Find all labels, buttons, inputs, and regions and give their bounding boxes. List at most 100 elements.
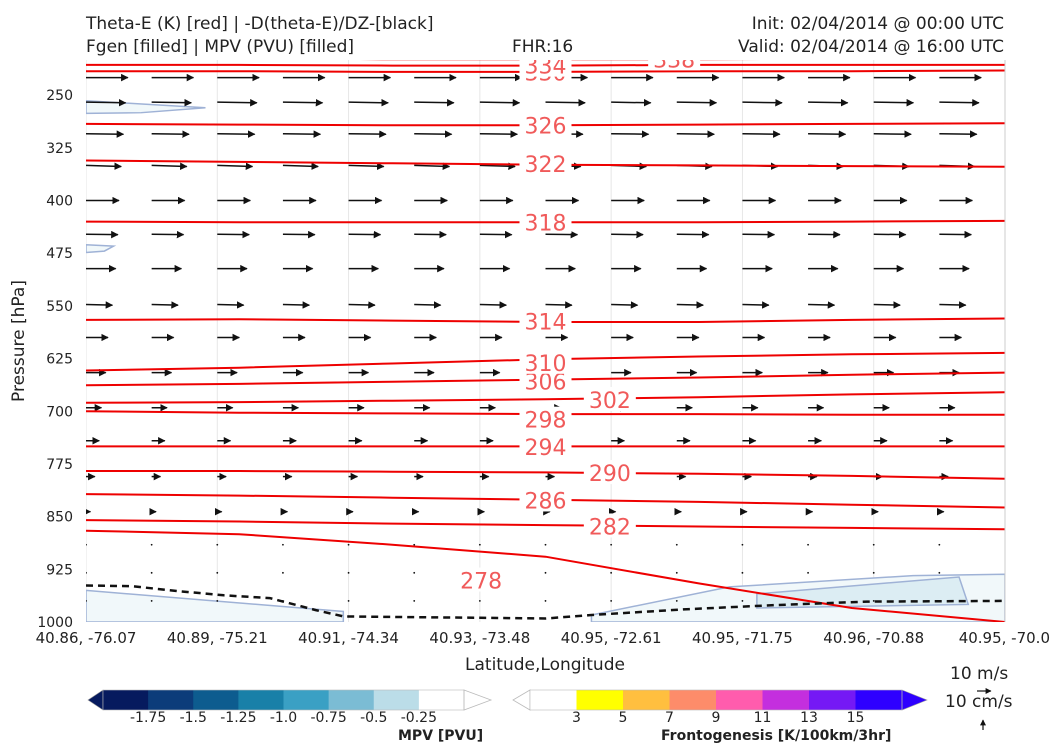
mpv-colorbar-outline — [102, 689, 465, 711]
wind-vector — [86, 571, 87, 574]
contour-label: 306 — [525, 371, 567, 396]
x-tick-label: 40.89, -75.21 — [167, 629, 268, 647]
wind-vector — [872, 571, 875, 574]
wind-vector — [742, 98, 783, 107]
contour-label-bg — [648, 60, 701, 71]
contour-label-bg — [519, 406, 572, 431]
wind-vector — [413, 571, 416, 574]
wind-vector — [872, 543, 875, 546]
contour-label: 298 — [525, 409, 567, 434]
contour-label-bg — [519, 308, 572, 333]
fgen-colorbar-tick: 3 — [572, 710, 581, 726]
contour-label: 286 — [525, 489, 567, 514]
mpv-colorbar-tick: -1.0 — [270, 710, 297, 726]
wind-vector — [86, 600, 87, 602]
mpv-colorbar-tick: -1.75 — [130, 710, 166, 726]
y-tick-label: 925 — [46, 562, 73, 578]
wind-vector — [808, 301, 836, 309]
mpv-colorbar-tick: -1.25 — [220, 710, 256, 726]
title-line-1: Theta-E (K) [red] | -D(theta-E)/DZ-[blac… — [86, 14, 434, 34]
wind-vector — [478, 543, 481, 546]
contour-label: 338 — [653, 48, 695, 73]
wind-vector — [938, 543, 941, 546]
wind-vector — [151, 162, 188, 171]
y-tick-label: 775 — [46, 457, 73, 473]
mpv-colorbar-segment — [283, 690, 330, 710]
fgen-colorbar-outline — [529, 689, 903, 711]
wind-vector — [347, 543, 350, 546]
wind-vector — [939, 301, 967, 309]
wind-vector — [675, 571, 678, 574]
contour-label: 290 — [589, 462, 631, 487]
contour-label: 326 — [525, 114, 567, 139]
wind-vector — [545, 301, 573, 309]
fgen-colorbar-segment — [855, 690, 903, 710]
wind-vector — [413, 600, 416, 602]
fgen-colorbar-extend-high — [901, 689, 928, 711]
contour-label: 302 — [589, 389, 631, 414]
wind-vector — [676, 301, 704, 309]
wind-vector — [479, 301, 508, 309]
mpv-colorbar-segment — [418, 690, 465, 710]
mpv-colorbar-tick: -1.5 — [180, 710, 207, 726]
wind-vector — [217, 98, 258, 107]
y-tick-label: 850 — [46, 510, 73, 526]
x-tick-label: 40.91, -74.34 — [298, 629, 399, 647]
mpv-colorbar-segment — [373, 690, 420, 710]
wind-vector — [938, 571, 941, 574]
y-tick-label: 625 — [46, 352, 73, 368]
contour-label: 278 — [460, 570, 502, 595]
contour-label-bg — [583, 513, 636, 538]
mpv-colorbar-segment — [328, 690, 375, 710]
y-tick-label: 475 — [46, 246, 73, 262]
wind-vector — [808, 98, 849, 107]
wind-vector — [414, 98, 455, 107]
contour-label-bg — [519, 349, 572, 374]
wind-vector — [873, 98, 915, 107]
wind-vector — [872, 600, 875, 602]
init-time: Init: 02/04/2014 @ 00:00 UTC — [751, 14, 1004, 34]
wind-vector — [611, 301, 639, 309]
mpv-colorbar-segment — [238, 690, 284, 710]
contour-label-bg — [519, 434, 572, 459]
mpv-colorbar-label: MPV [PVU] — [398, 728, 484, 744]
contour-label-bg — [583, 460, 636, 485]
fgen-colorbar-tick: 11 — [754, 710, 772, 726]
wind-vector — [150, 600, 153, 602]
fgen-colorbar-segment — [530, 690, 577, 710]
mpv-colorbar-segment — [148, 690, 194, 710]
x-tick-label: 40.86, -76.07 — [36, 629, 137, 647]
wind-vector — [544, 571, 547, 574]
wind-vector — [544, 543, 547, 546]
x-tick-label: 40.95, -71.75 — [692, 629, 793, 647]
mpv-region — [86, 99, 206, 115]
x-tick-label: 40.95, -72.61 — [561, 629, 662, 647]
wind-vector — [544, 600, 547, 602]
y-tick-label: 325 — [46, 141, 73, 157]
mpv-region — [86, 244, 117, 254]
wind-vector — [545, 98, 586, 107]
forecast-hour: FHR:16 — [512, 37, 574, 57]
y-tick-label: 550 — [46, 299, 73, 315]
fgen-colorbar-tick: 7 — [665, 710, 674, 726]
wind-vector — [86, 543, 87, 546]
wind-vector — [610, 571, 613, 574]
wind-vector — [741, 571, 744, 574]
wind-vector — [217, 301, 245, 309]
wind-vector — [86, 98, 127, 107]
mpv-region — [86, 589, 345, 622]
wind-vector — [150, 571, 153, 574]
wind-vector — [741, 600, 744, 602]
y-tick-label: 1000 — [37, 615, 73, 631]
contour-label-bg — [455, 567, 508, 592]
mpv-colorbar-tick: -0.25 — [401, 710, 437, 726]
wind-vector — [282, 543, 284, 546]
wind-vector — [348, 98, 389, 107]
wind-vector — [347, 600, 350, 602]
wind-scale-label: 10 m/s — [950, 664, 1009, 684]
wind-vector — [675, 600, 678, 602]
wind-vector — [478, 600, 481, 602]
wind-vector — [611, 98, 652, 107]
contour-label-bg — [519, 60, 572, 77]
